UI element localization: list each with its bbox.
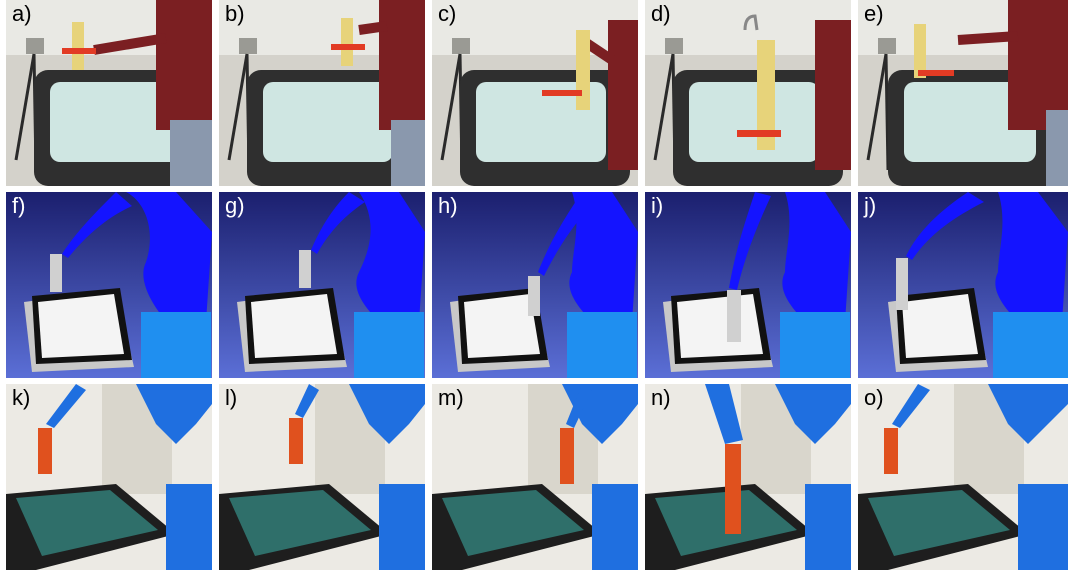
- sim-render: [858, 192, 1068, 378]
- demo-photo: [219, 0, 425, 186]
- panel-label: m): [438, 385, 464, 410]
- demo-panel-a: a): [6, 0, 212, 186]
- sim-panel-j: j): [858, 192, 1068, 378]
- demo-photo: [432, 0, 638, 186]
- demo-panel-b: b): [219, 0, 425, 186]
- robot-photo: [432, 384, 638, 570]
- robot-photo: [858, 384, 1068, 570]
- sim-render: [219, 192, 425, 378]
- panel-label: c): [438, 1, 457, 26]
- demo-panel-c: c): [432, 0, 638, 186]
- panel-label: g): [225, 193, 245, 218]
- sim-panel-f: f): [6, 192, 212, 378]
- panel-label: k): [12, 385, 31, 410]
- sim-panel-i: i): [645, 192, 851, 378]
- demo-photo: [645, 0, 851, 186]
- panel-label: n): [651, 385, 671, 410]
- demo-panel-d: d): [645, 0, 851, 186]
- demo-photo: [6, 0, 212, 186]
- panel-label: i): [651, 193, 664, 218]
- robot-panel-k: k): [6, 384, 212, 570]
- sim-render: [432, 192, 638, 378]
- robot-photo: [219, 384, 425, 570]
- robot-panel-n: n): [645, 384, 851, 570]
- demo-panel-e: e): [858, 0, 1068, 186]
- demo-photo: [858, 0, 1068, 186]
- panel-label: a): [12, 1, 32, 26]
- robot-panel-l: l): [219, 384, 425, 570]
- panel-label: f): [12, 193, 26, 218]
- sim-render: [6, 192, 212, 378]
- panel-label: h): [438, 193, 458, 218]
- panel-label: j): [864, 193, 877, 218]
- robot-photo: [645, 384, 851, 570]
- sim-panel-g: g): [219, 192, 425, 378]
- panel-label: e): [864, 1, 884, 26]
- sim-render: [645, 192, 851, 378]
- panel-label: l): [225, 385, 238, 410]
- robot-panel-m: m): [432, 384, 638, 570]
- sim-panel-h: h): [432, 192, 638, 378]
- panel-label: o): [864, 385, 884, 410]
- robot-photo: [6, 384, 212, 570]
- panel-label: d): [651, 1, 671, 26]
- panel-label: b): [225, 1, 245, 26]
- robot-panel-o: o): [858, 384, 1068, 570]
